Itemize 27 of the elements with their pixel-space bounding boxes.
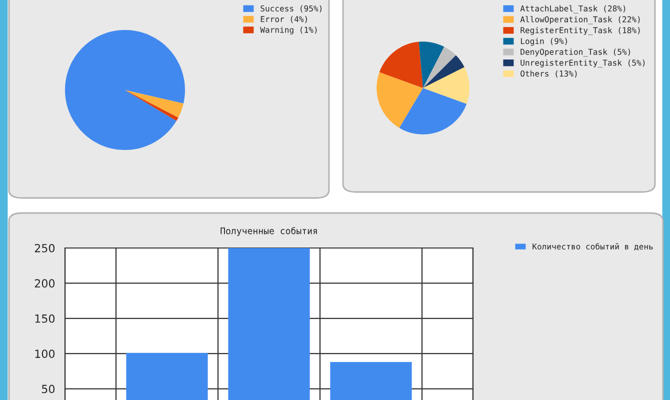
pie-slice: [379, 42, 423, 88]
legend-label: AllowOperation_Task (22%): [520, 16, 640, 24]
y-tick-label: 150: [35, 314, 55, 323]
pie-slice: [399, 88, 467, 134]
pie-slice: [423, 67, 470, 104]
pie-slice: [423, 46, 456, 88]
legend-label: Количество событий в день: [532, 243, 653, 251]
y-tick-label: 200: [34, 279, 55, 288]
pie-slice: [423, 55, 464, 88]
pie-slice: [376, 72, 423, 128]
legend-label: Warning (1%): [260, 26, 317, 34]
pie-slice: [65, 30, 185, 150]
y-tick-label: 100: [35, 350, 55, 358]
legend-label: AttachLabel_Task (28%): [520, 5, 626, 14]
legend-label: UnregisterEntity_Task (5%): [520, 60, 645, 68]
legend-label: Login (9%): [520, 38, 567, 46]
legend-label: DenyOperation_Task (5%): [520, 48, 630, 57]
legend-label: Others (13%): [520, 70, 577, 78]
pie-slice: [125, 90, 184, 118]
legend-label: Success (95%): [260, 5, 322, 12]
y-tick-label: 50: [42, 384, 55, 394]
y-tick-label: 250: [34, 244, 55, 252]
pie-slice: [125, 90, 178, 121]
pie-slice: [418, 42, 444, 88]
legend-label: RegisterEntity_Task (18%): [520, 27, 640, 36]
chart-title: Полученные события: [220, 227, 317, 236]
legend-label: Error (4%): [260, 16, 307, 24]
